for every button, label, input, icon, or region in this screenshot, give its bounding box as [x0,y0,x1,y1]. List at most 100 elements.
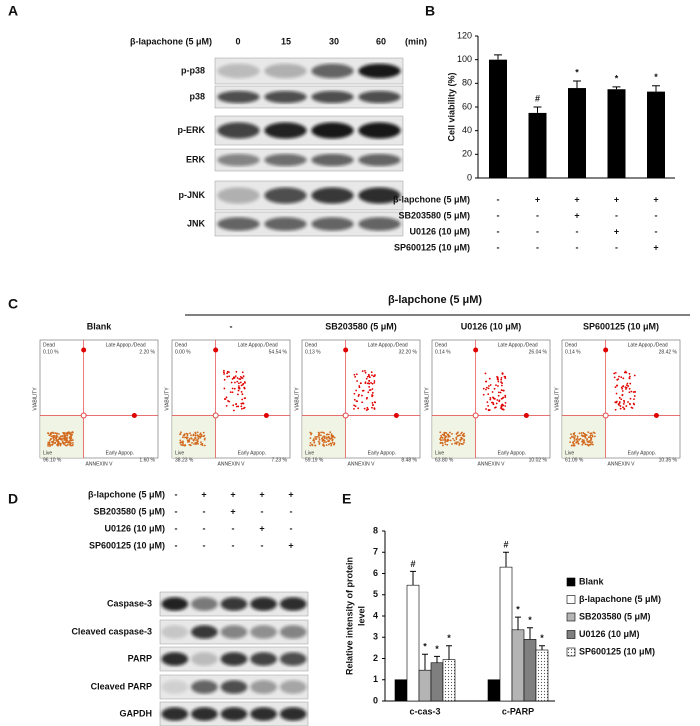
y-axis-label: Relative intensity of protein [344,557,354,675]
event-dot [236,380,239,383]
event-dot [240,390,243,393]
treatment-sign: + [230,506,235,516]
event-dot [53,436,56,438]
event-dot [569,437,572,440]
band [161,625,189,639]
event-dot [618,402,621,405]
band [279,625,307,639]
event-dot [354,405,357,408]
event-dot [196,441,199,443]
event-dot [47,432,50,435]
significance-marker: * [435,644,439,654]
band [250,707,277,721]
event-dot [235,403,237,406]
event-dot [184,436,186,439]
gate-handle [653,413,659,419]
treatment-sign: - [203,540,206,550]
event-dot [55,435,58,438]
significance-marker: * [528,615,532,625]
band [220,597,248,611]
event-dot [333,436,336,439]
event-dot [203,437,206,440]
band-label: p-ERK [178,125,206,135]
event-dot [504,394,507,397]
event-dot [230,381,233,384]
event-dot [439,431,442,434]
event-dot [240,407,243,410]
event-dot [504,375,507,378]
event-dot [225,404,228,407]
event-dot [182,444,185,447]
x-axis-label: ANNEXIN V [218,461,246,467]
treatment-sign: - [175,489,178,499]
bar [535,649,549,702]
event-dot [444,435,447,438]
band [279,652,307,666]
gate-handle [472,412,479,419]
event-dot [65,444,68,447]
quadrant-percent: 7.23 % [271,457,287,463]
event-dot [371,382,374,385]
event-dot [485,388,487,391]
event-dot [195,439,197,441]
quadrant-name: Live [565,450,574,456]
event-dot [587,431,590,434]
event-dot [325,444,328,446]
event-dot [590,432,593,435]
event-dot [49,443,51,446]
band-label: Cleaved caspase-3 [71,626,152,636]
quadrant-percent: 0.14 % [565,349,581,355]
event-dot [620,398,623,401]
event-dot [317,433,320,436]
quadrant-name: Early Appop. [628,450,656,456]
event-dot [233,381,236,384]
event-dot [190,434,192,437]
treatment-sign: - [232,523,235,533]
event-dot [363,407,366,410]
blot [214,148,404,172]
event-dot [61,441,64,444]
gate-handle [131,413,137,419]
event-dot [628,387,631,390]
event-dot [627,385,630,387]
event-dot [190,437,192,439]
band [220,680,248,694]
treatment-sign: - [576,242,579,252]
event-dot [180,431,182,434]
event-dot [69,439,71,442]
event-dot [455,436,458,439]
quadrant-percent: 8.48 % [401,457,417,463]
event-dot [580,432,583,434]
band [311,217,354,231]
event-dot [444,441,446,444]
event-dot [54,441,57,444]
event-dot [457,434,460,437]
event-dot [223,369,225,372]
event-dot [60,438,63,441]
event-dot [62,431,65,434]
event-dot [72,442,74,444]
treatment-sign: - [536,242,539,252]
event-dot [485,408,487,410]
y-tick-label: 40 [462,125,472,135]
event-dot [181,444,184,447]
event-dot [52,441,55,444]
event-dot [621,387,624,390]
event-dot [196,431,199,434]
event-dot [325,436,328,439]
treatment-sign: - [175,523,178,533]
event-dot [64,439,67,441]
quadrant-name: Dead [565,342,577,348]
event-dot [48,441,51,444]
treatment-label: SP600125 (10 μM) [89,540,165,550]
treatment-sign: - [536,210,539,220]
event-dot [69,435,72,438]
gate-handle [213,347,219,353]
band-label: p38 [189,91,205,101]
event-dot [320,437,323,440]
event-dot [193,443,195,445]
event-dot [331,441,334,444]
event-dot [67,443,69,446]
event-dot [317,435,320,437]
event-dot [632,391,635,393]
